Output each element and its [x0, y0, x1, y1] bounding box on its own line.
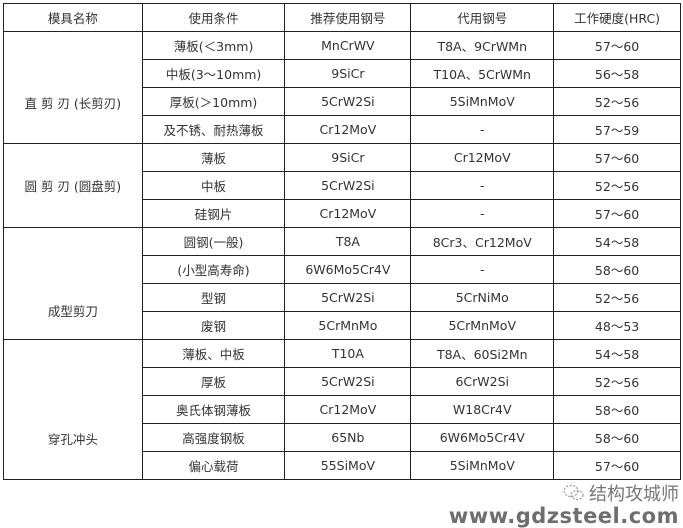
- hardness-cell: 52～56: [553, 87, 681, 116]
- hardness-cell: 52～56: [553, 171, 681, 200]
- recommended-grade-cell: 5CrW2Si: [284, 87, 412, 116]
- substitute-grade-cell: T8A、60Si2Mn: [410, 339, 555, 368]
- table-row: 型钢 5CrW2Si 5CrNiMo 52～56: [4, 283, 681, 312]
- substitute-grade-cell: 8Cr3、Cr12MoV: [410, 227, 555, 256]
- recommended-grade-cell: 6W6Mo5Cr4V: [284, 255, 412, 284]
- recommended-grade-cell: 9SiCr: [284, 143, 412, 172]
- substitute-grade-cell: -: [410, 199, 555, 228]
- substitute-grade-cell: 5SiMnMoV: [410, 451, 555, 480]
- mold-name-cell: 成型剪刀: [3, 227, 143, 340]
- usage-condition-cell: 废钢: [141, 311, 286, 340]
- recommended-grade-cell: 55SiMoV: [284, 451, 412, 480]
- usage-condition-cell: 圆钢(一般): [141, 227, 286, 256]
- hardness-cell: 57～60: [553, 143, 681, 172]
- recommended-grade-cell: Cr12MoV: [284, 395, 412, 424]
- usage-condition-cell: 厚板: [141, 367, 286, 396]
- hardness-cell: 56～58: [553, 59, 681, 88]
- watermark-url: www.gdzsteel.com: [448, 504, 679, 528]
- recommended-grade-cell: T8A: [284, 227, 412, 256]
- watermark-account: 结构攻城师: [589, 484, 679, 505]
- substitute-grade-cell: T10A、5CrWMn: [410, 59, 555, 88]
- recommended-grade-cell: 5CrW2Si: [284, 171, 412, 200]
- header-usage-condition: 使用条件: [141, 3, 286, 32]
- table-row: 直 剪 刃 (长剪刃) 薄板(＜3mm) MnCrWV T8A、9CrWMn 57～60: [3, 31, 681, 144]
- table-row: 穿孔冲头 薄板、中板 T10A T8A、60Si2Mn 54～58: [3, 339, 681, 480]
- table-row: 硅钢片 Cr12MoV -57～60: [4, 199, 681, 228]
- usage-condition-cell: 薄板、中板: [141, 339, 286, 368]
- recommended-grade-cell: 9SiCr: [284, 59, 412, 88]
- substitute-grade-cell: T8A、9CrWMn: [410, 31, 555, 60]
- table-header-row: 模具名称 使用条件 推荐使用钢号 代用钢号 工作硬度(HRC): [3, 3, 681, 32]
- substitute-grade-cell: 6W6Mo5Cr4V: [410, 423, 555, 452]
- hardness-cell: 58～60: [553, 255, 681, 284]
- table-row: 高强度钢板 65Nb 6W6Mo5Cr4V 58～60: [4, 423, 681, 452]
- recommended-grade-cell: MnCrWV: [284, 31, 412, 60]
- recommended-grade-cell: T10A: [284, 339, 412, 368]
- usage-condition-cell: 中板(3～10mm): [141, 59, 286, 88]
- usage-condition-cell: 偏心载荷: [141, 451, 286, 480]
- usage-condition-cell: 厚板(＞10mm): [141, 87, 286, 116]
- hardness-cell: 54～58: [553, 339, 681, 368]
- hardness-cell: 57～60: [553, 31, 681, 60]
- usage-condition-cell: 中板: [141, 171, 286, 200]
- header-recommended-grade: 推荐使用钢号: [284, 3, 412, 32]
- usage-condition-cell: 薄板(＜3mm): [141, 31, 286, 60]
- usage-condition-cell: 及不锈、耐热薄板: [141, 115, 286, 144]
- recommended-grade-cell: 5CrW2Si: [284, 283, 412, 312]
- wechat-icon: [563, 484, 584, 501]
- table-body: 直 剪 刃 (长剪刃) 薄板(＜3mm) MnCrWV T8A、9CrWMn 57～60…: [3, 31, 681, 480]
- recommended-grade-cell: Cr12MoV: [284, 115, 412, 144]
- usage-condition-cell: 薄板: [141, 143, 286, 172]
- substitute-grade-cell: -: [410, 255, 555, 284]
- hardness-cell: 58～60: [553, 423, 681, 452]
- substitute-grade-cell: 6CrW2Si: [410, 367, 555, 396]
- header-substitute-grade: 代用钢号: [410, 3, 555, 32]
- header-hardness: 工作硬度(HRC): [553, 3, 681, 32]
- substitute-grade-cell: W18Cr4V: [410, 395, 555, 424]
- substitute-grade-cell: Cr12MoV: [410, 143, 555, 172]
- substitute-grade-cell: 5CrNiMo: [410, 283, 555, 312]
- usage-condition-cell: 硅钢片: [141, 199, 286, 228]
- watermark: 结构攻城师 www.gdzsteel.com: [449, 483, 679, 528]
- hardness-cell: 52～56: [553, 367, 681, 396]
- table-row: (小型高寿命) 6W6Mo5Cr4V -58～60: [4, 255, 681, 284]
- recommended-grade-cell: 5CrMnMo: [284, 311, 412, 340]
- hardness-cell: 57～60: [553, 451, 681, 480]
- steel-grade-table: 模具名称 使用条件 推荐使用钢号 代用钢号 工作硬度(HRC) 直 剪 刃 (长…: [3, 3, 681, 480]
- mold-name-cell: 穿孔冲头: [3, 339, 143, 480]
- table-row: 奥氏体钢薄板 Cr12MoV W18Cr4V 58～60: [4, 395, 681, 424]
- mold-name-cell: 圆 剪 刃 (圆盘剪): [3, 143, 143, 228]
- hardness-cell: 54～58: [553, 227, 681, 256]
- table-row: 及不锈、耐热薄板 Cr12MoV -57～59: [4, 115, 681, 144]
- hardness-cell: 48～53: [553, 311, 681, 340]
- substitute-grade-cell: 5SiMnMoV: [410, 87, 555, 116]
- usage-condition-cell: 高强度钢板: [141, 423, 286, 452]
- recommended-grade-cell: Cr12MoV: [284, 199, 412, 228]
- table-row: 中板(3～10mm) 9SiCr T10A、5CrWMn 56～58: [4, 59, 681, 88]
- substitute-grade-cell: -: [410, 115, 555, 144]
- recommended-grade-cell: 5CrW2Si: [284, 367, 412, 396]
- table-row: 偏心载荷 55SiMoV 5SiMnMoV 57～60: [4, 451, 681, 480]
- table-row: 厚板(＞10mm) 5CrW2Si 5SiMnMoV 52～56: [4, 87, 681, 116]
- hardness-cell: 58～60: [553, 395, 681, 424]
- usage-condition-cell: 型钢: [141, 283, 286, 312]
- hardness-cell: 57～59: [553, 115, 681, 144]
- mold-name-cell: 直 剪 刃 (长剪刃): [3, 31, 143, 144]
- table-row: 圆 剪 刃 (圆盘剪) 薄板 9SiCr Cr12MoV 57～60: [3, 143, 681, 228]
- recommended-grade-cell: 65Nb: [284, 423, 412, 452]
- usage-condition-cell: 奥氏体钢薄板: [141, 395, 286, 424]
- substitute-grade-cell: -: [410, 171, 555, 200]
- substitute-grade-cell: 5CrMnMoV: [410, 311, 555, 340]
- hardness-cell: 52～56: [553, 283, 681, 312]
- usage-condition-cell: (小型高寿命): [141, 255, 286, 284]
- hardness-cell: 57～60: [553, 199, 681, 228]
- header-mold-name: 模具名称: [3, 3, 143, 32]
- table-row: 成型剪刀 圆钢(一般) T8A 8Cr3、Cr12MoV 54～58: [3, 227, 681, 340]
